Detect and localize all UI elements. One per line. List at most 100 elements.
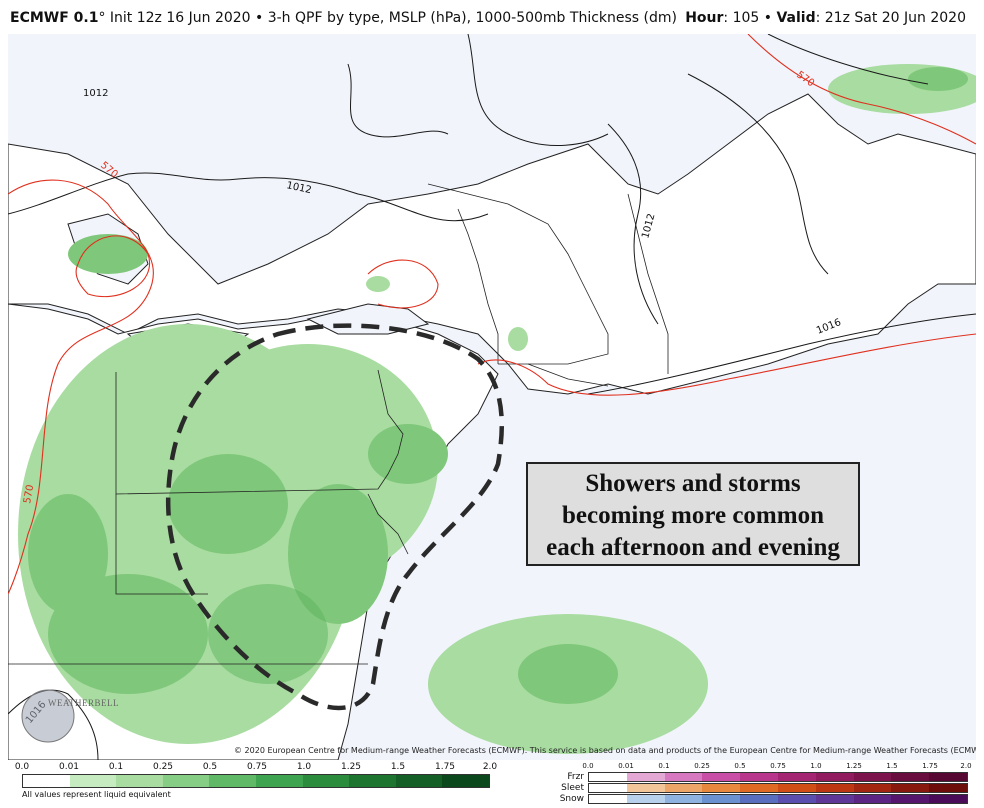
valid-value: : 21z Sat 20 Jun 2020 [815,10,966,26]
frzr-color-swatch [626,773,665,781]
type-tick: 2.0 [960,762,972,770]
frzr-color-swatch [853,773,892,781]
sleet-color-swatch [740,784,778,792]
rain-color-swatch [349,775,396,787]
isobar-label: 1012 [285,180,312,196]
type-tick: 1.25 [846,762,862,770]
thickness-lines [8,34,976,595]
rain-tick: 0.25 [152,762,174,772]
rain-tick: 1.5 [390,762,406,772]
snow-row: Snow [548,794,976,805]
logo-text: WEATHERBELL [48,698,119,708]
sleet-label: Sleet [561,783,584,793]
rain-color-swatch [442,775,489,787]
snow-color-swatch [815,795,854,803]
snow-color-swatch [702,795,741,803]
rain-color-swatch [69,775,117,787]
snow-color-swatch [664,795,703,803]
type-tick: 0.01 [618,762,634,770]
forecast-callout-box: Showers and storms becoming more common … [526,462,860,566]
frzr-color-swatch [664,773,703,781]
sleet-color-swatch [891,784,930,792]
frzr-label: Frzr [567,772,584,782]
sleet-color-swatch [815,784,854,792]
rain-tick: 0.1 [108,762,124,772]
snow-color-swatch [589,795,627,803]
thickness-label: 570 [794,69,816,89]
rain-tick: 0.5 [202,762,218,772]
frzr-color-swatch [740,773,778,781]
hour-value: : 105 • [723,10,777,26]
legend-note: All values represent liquid equivalent [22,790,171,799]
rain-tick: 1.25 [340,762,362,772]
land-mass-north [8,93,976,395]
snow-color-swatch [626,795,665,803]
type-legend-ticks: 0.0 0.01 0.1 0.25 0.5 0.75 1.0 1.25 1.5 … [582,762,976,772]
frzr-row: Frzr [548,772,976,783]
frzr-color-swatch [891,773,930,781]
sleet-color-swatch [929,784,967,792]
rain-tick: 1.0 [296,762,312,772]
frzr-color-swatch [929,773,967,781]
outlook-area-outline [165,323,505,711]
logo-globe-icon [21,689,75,743]
sleet-color-bar [588,783,968,793]
map-header: ECMWF 0.1° Init 12z 16 Jun 2020 • 3-h QP… [0,0,984,34]
snow-color-swatch [740,795,778,803]
thickness-label: 570 [22,484,36,505]
frzr-color-swatch [777,773,816,781]
rain-tick: 0.01 [58,762,80,772]
state-borders [8,183,669,665]
header-details: Init 12z 16 Jun 2020 • 3-h QPF by type, … [105,10,677,26]
callout-line-3: each afternoon and evening [546,534,840,561]
rain-color-swatch [302,775,350,787]
degree-symbol: ° [98,10,106,26]
weatherbell-logo: WEATHERBELL [18,684,119,744]
rain-color-swatch [162,775,210,787]
frzr-color-bar [588,772,968,782]
sleet-color-swatch [626,784,665,792]
rain-legend-ticks: 0.0 0.01 0.1 0.25 0.5 0.75 1.0 1.25 1.5 … [8,762,498,774]
type-tick: 1.75 [922,762,938,770]
frzr-color-swatch [815,773,854,781]
valid-label: Valid [776,10,816,26]
snow-color-swatch [891,795,930,803]
header-valid-time: Hour: 105 • Valid: 21z Sat 20 Jun 2020 [685,10,966,26]
rain-tick: 1.75 [434,762,456,772]
rain-color-swatch [209,775,256,787]
sleet-color-swatch [777,784,816,792]
rain-color-bar [22,774,490,788]
isobars [8,34,976,760]
map-canvas: 1012 1012 1012 1016 1016 570 570 570 [8,34,976,760]
rain-color-swatch [395,775,443,787]
rain-legend: 0.0 0.01 0.1 0.25 0.5 0.75 1.0 1.25 1.5 … [8,762,498,806]
callout-line-1: Showers and storms [585,470,801,497]
header-title: ECMWF 0.1° Init 12z 16 Jun 2020 • 3-h QP… [10,10,677,26]
rain-color-swatch [255,775,303,787]
rain-tick: 0.0 [14,762,30,772]
callout-line-2: becoming more common [562,502,824,529]
type-tick: 1.5 [886,762,898,770]
type-tick: 0.0 [582,762,594,770]
type-tick: 0.1 [658,762,670,770]
rain-color-swatch [23,775,70,787]
sleet-color-swatch [702,784,741,792]
sleet-color-swatch [853,784,892,792]
snow-color-swatch [853,795,892,803]
type-tick: 0.75 [770,762,786,770]
sleet-color-swatch [664,784,703,792]
snow-color-swatch [777,795,816,803]
type-tick: 0.25 [694,762,710,770]
precip-type-legend: 0.0 0.01 0.1 0.25 0.5 0.75 1.0 1.25 1.5 … [548,762,976,806]
rain-tick: 0.75 [246,762,268,772]
type-tick: 1.0 [810,762,822,770]
rain-color-swatch [116,775,163,787]
sleet-color-swatch [589,784,627,792]
frzr-color-swatch [589,773,627,781]
snow-color-swatch [929,795,967,803]
forecast-map: 1012 1012 1012 1016 1016 570 570 570 Sho… [8,34,976,760]
hour-label: Hour [685,10,724,26]
isobar-label: 1012 [83,88,108,99]
model-name: ECMWF 0.1 [10,10,99,26]
frzr-color-swatch [702,773,741,781]
